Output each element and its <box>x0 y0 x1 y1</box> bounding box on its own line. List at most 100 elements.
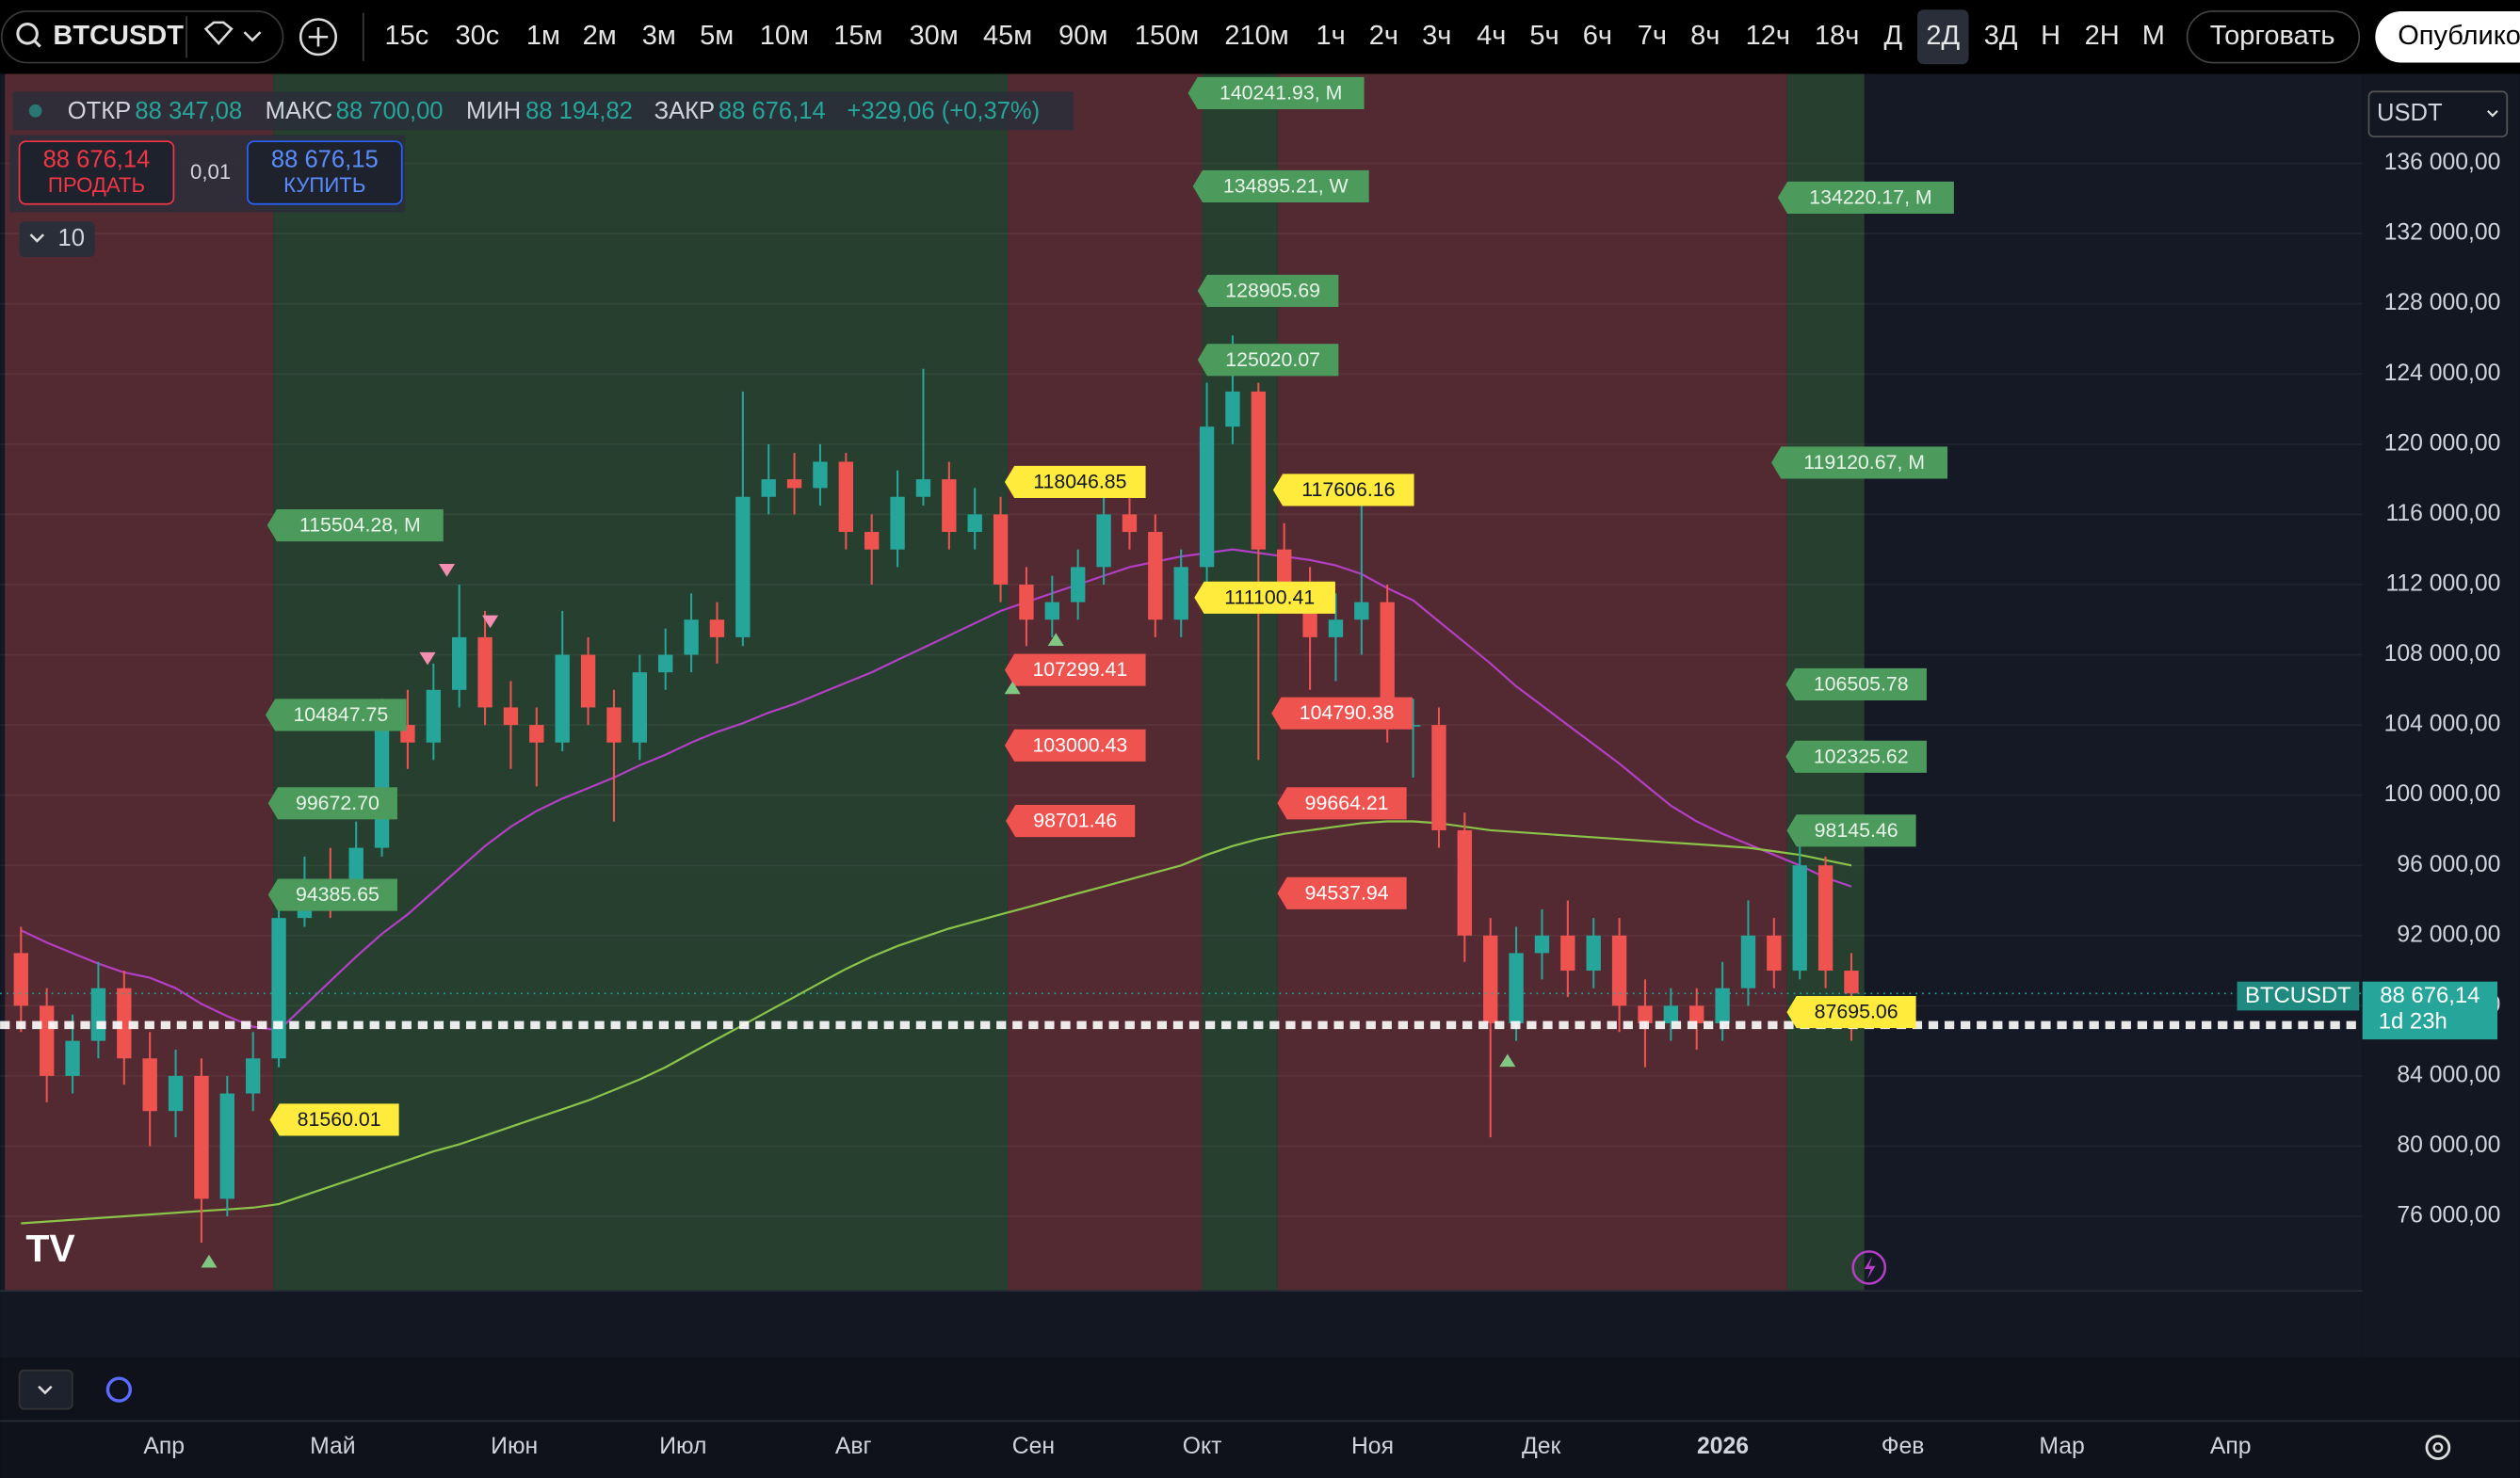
candle-body <box>1457 829 1473 936</box>
publish-label[interactable]: Опубликовать <box>2398 21 2520 51</box>
annotation-box <box>1004 729 1146 762</box>
annotation-box <box>1771 446 1948 479</box>
x-tick-label: Май <box>310 1434 355 1459</box>
price-tag-price: 88 676,14 <box>2380 983 2480 1008</box>
indicators-count[interactable]: 10 <box>58 225 85 251</box>
timeframe[interactable]: 5ч <box>1529 21 1559 51</box>
timeframe[interactable]: 15с <box>384 21 428 51</box>
price-tag <box>2362 981 2498 1040</box>
symbol-tag <box>2237 981 2360 1011</box>
symbol[interactable]: BTCUSDT <box>53 21 184 51</box>
publish-button[interactable] <box>2375 10 2520 63</box>
trade-label[interactable]: Торговать <box>2210 21 2335 51</box>
timeframe[interactable]: 2Н <box>2085 21 2120 51</box>
annotation-box <box>1271 697 1413 730</box>
timeframe[interactable]: 3Д <box>1984 21 2018 51</box>
plus <box>308 27 329 47</box>
timeframe[interactable]: 5м <box>700 21 734 51</box>
annotation-box <box>1277 876 1407 909</box>
candle-body <box>374 725 390 848</box>
timeframe[interactable]: 150м <box>1135 21 1199 51</box>
chevron <box>38 1385 53 1395</box>
symbol-tag-label: BTCUSDT <box>2245 983 2351 1008</box>
timeframe[interactable]: 15м <box>833 21 882 51</box>
timeframe[interactable]: 4ч <box>1477 21 1506 51</box>
timeframe[interactable]: 30с <box>456 21 500 51</box>
annotation-box <box>1004 465 1146 499</box>
timeframe[interactable]: 2Д <box>1926 21 1960 51</box>
annotation-label: 134220.17, M <box>1809 185 1931 208</box>
candle-body <box>168 1075 184 1112</box>
sell-button[interactable] <box>18 140 175 205</box>
sub-pane <box>0 1290 2363 1358</box>
timeframe[interactable]: 2ч <box>1369 21 1398 51</box>
candle-body <box>735 496 751 637</box>
chevron[interactable] <box>243 31 262 42</box>
collapse-button[interactable] <box>18 1369 73 1410</box>
sell-label[interactable]: ПРОДАТЬ <box>48 173 145 197</box>
annotation-label: 134895.21, W <box>1223 174 1349 197</box>
timeframe[interactable]: 210м <box>1224 21 1288 51</box>
y-tick-label: 76 000,00 <box>2397 1203 2500 1229</box>
timeframe[interactable]: 30м <box>909 21 958 51</box>
y-tick-label: 132 000,00 <box>2384 220 2501 246</box>
currency[interactable]: USDT <box>2377 100 2443 126</box>
ohlc-value: 88 676,14 <box>719 98 826 124</box>
timeframe[interactable]: 8ч <box>1690 21 1720 51</box>
add-button[interactable] <box>299 18 338 56</box>
candle-body <box>915 479 931 497</box>
sell-price[interactable]: 88 676,14 <box>43 146 151 172</box>
candle-body <box>142 1058 157 1112</box>
x-tick-label: Апр <box>143 1434 185 1459</box>
candle-body <box>452 636 467 690</box>
timeframe[interactable]: 2м <box>583 21 617 51</box>
gem-icon[interactable] <box>203 21 234 46</box>
signal-marker <box>1004 681 1021 695</box>
y-tick-label: 120 000,00 <box>2384 430 2501 456</box>
buy-button[interactable] <box>247 140 403 205</box>
trade-button[interactable] <box>2186 10 2361 64</box>
candle-body <box>1844 971 1859 994</box>
symbol-search[interactable] <box>0 10 284 64</box>
timeframe[interactable]: 6ч <box>1583 21 1612 51</box>
timeframe[interactable]: Н <box>2041 21 2060 51</box>
ohlc-value: 88 194,82 <box>525 98 633 124</box>
buy-label[interactable]: КУПИТЬ <box>283 173 365 197</box>
timeframe[interactable]: 45м <box>983 21 1032 51</box>
timeframe[interactable]: 7ч <box>1638 21 1667 51</box>
y-tick-label: 104 000,00 <box>2384 712 2501 737</box>
chevron <box>29 233 45 243</box>
annotation-label: 118046.85 <box>1033 470 1126 492</box>
timeframe[interactable]: 3м <box>642 21 676 51</box>
price-axis <box>2362 73 2520 1358</box>
alert-icon[interactable] <box>1851 1250 1887 1285</box>
signal-marker <box>1047 633 1064 647</box>
annotation-box <box>1277 787 1407 820</box>
timeframe[interactable]: 12ч <box>1746 21 1790 51</box>
y-tick-label: 124 000,00 <box>2384 361 2501 386</box>
annotation-label: 99672.70 <box>296 792 380 814</box>
y-tick-label: 96 000,00 <box>2397 852 2500 877</box>
x-tick-label: Ноя <box>1351 1434 1394 1459</box>
buy-price[interactable]: 88 676,15 <box>271 146 379 172</box>
timeframe[interactable]: 3ч <box>1422 21 1451 51</box>
timeframe[interactable]: 10м <box>760 21 809 51</box>
timeframe[interactable]: 90м <box>1058 21 1107 51</box>
timeframe[interactable]: Д <box>1884 21 1903 51</box>
signal-marker <box>482 615 499 629</box>
timeframe[interactable]: 1ч <box>1316 21 1345 51</box>
candle-body <box>967 514 982 533</box>
settings-icon[interactable] <box>2425 1435 2451 1460</box>
candle-body <box>555 654 570 743</box>
candle-body <box>40 1005 55 1076</box>
candle-body <box>1509 953 1524 1023</box>
timeframe[interactable]: 18ч <box>1815 21 1859 51</box>
refresh-icon[interactable] <box>105 1376 133 1403</box>
timeframe[interactable]: 1м <box>526 21 560 51</box>
timeframe[interactable]: М <box>2142 21 2165 51</box>
x-tick-label: Апр <box>2210 1434 2252 1459</box>
indicators-toggle[interactable] <box>19 221 95 258</box>
currency-select[interactable] <box>2367 90 2509 137</box>
candle-body <box>709 619 725 637</box>
